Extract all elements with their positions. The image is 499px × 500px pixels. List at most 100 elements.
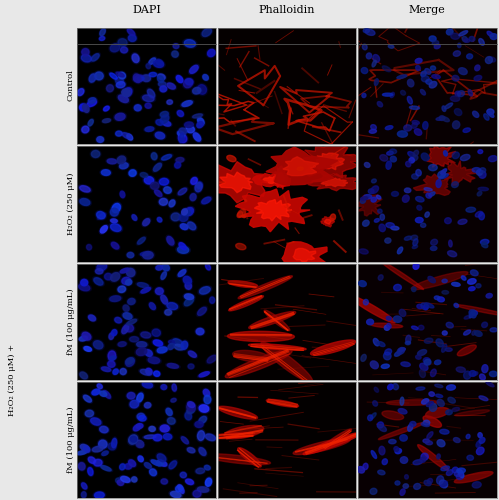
Ellipse shape — [100, 28, 105, 36]
Ellipse shape — [87, 314, 97, 322]
Ellipse shape — [172, 383, 177, 392]
Ellipse shape — [186, 447, 196, 454]
Ellipse shape — [160, 294, 169, 306]
Ellipse shape — [194, 420, 205, 428]
Ellipse shape — [97, 212, 105, 219]
Ellipse shape — [159, 82, 166, 86]
Ellipse shape — [177, 133, 188, 144]
Ellipse shape — [187, 401, 196, 408]
Ellipse shape — [175, 484, 184, 492]
Ellipse shape — [139, 252, 152, 256]
Ellipse shape — [442, 279, 447, 282]
Ellipse shape — [359, 466, 364, 471]
Ellipse shape — [359, 249, 368, 254]
Ellipse shape — [437, 454, 440, 459]
Ellipse shape — [161, 120, 172, 127]
Ellipse shape — [124, 324, 134, 332]
Ellipse shape — [190, 194, 196, 200]
Ellipse shape — [137, 342, 147, 347]
Ellipse shape — [133, 424, 141, 431]
Ellipse shape — [144, 435, 156, 438]
Ellipse shape — [145, 63, 151, 70]
Ellipse shape — [178, 485, 185, 494]
Ellipse shape — [100, 426, 108, 433]
Ellipse shape — [384, 325, 390, 330]
Ellipse shape — [81, 492, 86, 498]
Ellipse shape — [168, 460, 178, 470]
Ellipse shape — [366, 53, 372, 59]
Ellipse shape — [156, 346, 169, 354]
Ellipse shape — [109, 42, 121, 53]
Ellipse shape — [490, 34, 497, 40]
Ellipse shape — [417, 304, 423, 308]
Ellipse shape — [179, 223, 189, 230]
Ellipse shape — [456, 367, 466, 372]
Ellipse shape — [92, 458, 103, 467]
Ellipse shape — [101, 450, 109, 456]
Ellipse shape — [77, 283, 91, 292]
Ellipse shape — [479, 212, 485, 220]
Ellipse shape — [237, 212, 243, 218]
Ellipse shape — [416, 196, 424, 202]
Ellipse shape — [421, 223, 426, 228]
Ellipse shape — [446, 322, 453, 328]
Ellipse shape — [92, 276, 104, 286]
Ellipse shape — [160, 384, 168, 390]
Ellipse shape — [368, 415, 373, 420]
Ellipse shape — [371, 450, 377, 458]
Ellipse shape — [199, 405, 209, 412]
Ellipse shape — [82, 126, 89, 133]
Ellipse shape — [451, 96, 460, 102]
Ellipse shape — [435, 384, 443, 388]
Ellipse shape — [397, 75, 407, 78]
Text: Phalloidin: Phalloidin — [258, 4, 315, 15]
Ellipse shape — [178, 213, 189, 222]
Ellipse shape — [410, 106, 420, 110]
Ellipse shape — [159, 461, 167, 466]
Ellipse shape — [176, 76, 183, 82]
Ellipse shape — [201, 196, 212, 205]
Ellipse shape — [135, 341, 148, 348]
Ellipse shape — [81, 280, 88, 286]
Ellipse shape — [109, 272, 121, 282]
Ellipse shape — [136, 348, 147, 356]
Ellipse shape — [166, 235, 175, 246]
Ellipse shape — [139, 331, 152, 339]
Ellipse shape — [98, 36, 106, 41]
Ellipse shape — [84, 346, 91, 352]
Ellipse shape — [391, 226, 399, 230]
Ellipse shape — [161, 115, 169, 124]
Ellipse shape — [436, 394, 443, 398]
Ellipse shape — [185, 294, 194, 300]
Ellipse shape — [79, 371, 89, 380]
Ellipse shape — [96, 262, 108, 272]
Ellipse shape — [111, 328, 118, 336]
Ellipse shape — [110, 296, 121, 302]
Ellipse shape — [183, 210, 191, 216]
Ellipse shape — [471, 270, 478, 276]
Ellipse shape — [415, 218, 423, 223]
Ellipse shape — [91, 150, 100, 158]
Ellipse shape — [84, 409, 95, 418]
Polygon shape — [357, 195, 382, 216]
Ellipse shape — [385, 238, 391, 243]
Ellipse shape — [472, 330, 476, 335]
Ellipse shape — [184, 78, 194, 86]
Ellipse shape — [486, 294, 493, 298]
Ellipse shape — [139, 286, 152, 294]
Ellipse shape — [100, 169, 112, 176]
Ellipse shape — [81, 491, 87, 498]
Ellipse shape — [136, 412, 146, 420]
Ellipse shape — [198, 286, 212, 295]
Ellipse shape — [419, 370, 426, 378]
Ellipse shape — [99, 465, 113, 471]
Ellipse shape — [109, 356, 116, 360]
Ellipse shape — [448, 398, 456, 403]
Ellipse shape — [380, 214, 385, 220]
Ellipse shape — [130, 336, 139, 342]
Ellipse shape — [415, 58, 422, 63]
Ellipse shape — [400, 434, 407, 441]
Ellipse shape — [390, 149, 397, 154]
Ellipse shape — [91, 446, 105, 452]
Ellipse shape — [127, 268, 135, 276]
